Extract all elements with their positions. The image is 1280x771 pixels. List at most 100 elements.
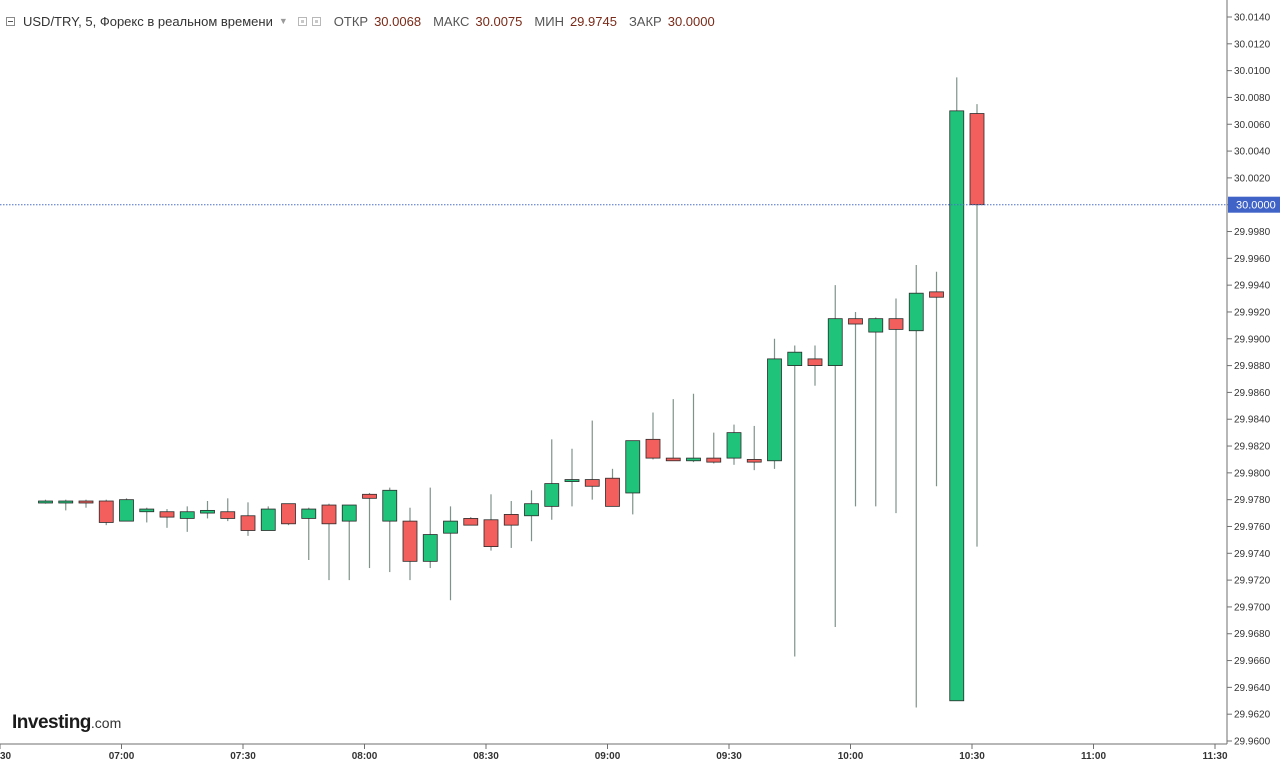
candle-body-09:55[interactable] [827, 318, 843, 366]
candle-body-08:10[interactable] [402, 520, 418, 562]
x-tick-label: 09:30 [716, 751, 742, 762]
y-tick-label: 29.9920 [1234, 307, 1271, 318]
chart-title: USD/TRY, 5, Форекс в реальном времени [23, 13, 273, 29]
x-tick-label: 10:30 [959, 751, 985, 762]
y-tick-label: 30.0060 [1234, 120, 1271, 131]
y-tick-label: 29.9620 [1234, 710, 1271, 721]
y-tick-label: 30.0020 [1234, 173, 1271, 184]
candle-body-07:55[interactable] [341, 504, 357, 522]
candle-body-08:50[interactable] [564, 479, 580, 482]
candle-body-10:25[interactable] [949, 110, 965, 702]
last-price-tag-label: 30.0000 [1236, 200, 1276, 212]
candle-body-08:45[interactable] [544, 483, 560, 507]
y-tick-label: 30.0040 [1234, 147, 1271, 158]
candle-body-08:25[interactable] [463, 518, 479, 526]
y-tick-label: 30.0100 [1234, 66, 1271, 77]
chart-legend: USD/TRY, 5, Форекс в реальном времени ▼ … [6, 12, 715, 30]
candle-body-07:35[interactable] [260, 508, 276, 531]
last-price-tag [1228, 196, 1280, 213]
y-tick-label: 29.9820 [1234, 442, 1271, 453]
y-tick-label: 30.0120 [1234, 39, 1271, 50]
x-tick-label: 10:00 [838, 751, 864, 762]
candle-body-08:35[interactable] [503, 514, 519, 526]
logo-main: Investing [12, 712, 91, 733]
candle-body-09:15[interactable] [665, 457, 681, 462]
candle-body-09:00[interactable] [605, 477, 620, 507]
open-value: 30.0068 [374, 13, 422, 29]
x-tick-label: 11:00 [1081, 751, 1106, 762]
candle-body-06:55[interactable] [98, 500, 114, 523]
y-tick-label: 30.0080 [1234, 93, 1271, 104]
candle-body-09:40[interactable] [767, 358, 782, 462]
candle-body-09:10[interactable] [645, 438, 661, 459]
high-label: МАКС [433, 13, 470, 29]
candle-body-09:20[interactable] [686, 457, 701, 462]
y-tick-label: 29.9680 [1234, 629, 1271, 640]
y-tick-label: 29.9760 [1234, 522, 1271, 533]
caret-down-icon[interactable]: ▼ [278, 16, 288, 26]
x-tick-label: 11:30 [1202, 751, 1227, 762]
y-tick-label: 29.9900 [1234, 334, 1271, 345]
hide-icon[interactable] [311, 16, 321, 26]
candle-body-10:05[interactable] [868, 318, 884, 333]
y-tick-label: 29.9980 [1234, 227, 1271, 238]
candle-body-07:20[interactable] [200, 509, 215, 514]
low-label: МИН [534, 13, 564, 29]
candle-body-06:50[interactable] [78, 500, 94, 504]
close-value: 30.0000 [667, 13, 715, 29]
candle-body-10:30[interactable] [969, 113, 985, 206]
candle-body-07:40[interactable] [281, 503, 296, 525]
candle-body-09:05[interactable] [625, 440, 641, 494]
candle-body-06:45[interactable] [58, 500, 74, 504]
y-tick-label: 29.9940 [1234, 281, 1271, 292]
x-tick-label: 08:30 [473, 751, 499, 762]
candle-body-07:50[interactable] [321, 504, 337, 525]
y-tick-label: 29.9600 [1234, 737, 1271, 748]
y-tick-label: 30.0140 [1234, 13, 1271, 24]
candle-body-10:00[interactable] [848, 318, 863, 325]
candle-body-09:35[interactable] [746, 459, 762, 463]
y-tick-label: 29.9800 [1234, 468, 1271, 479]
candle-body-10:20[interactable] [929, 291, 944, 298]
low-value: 29.9745 [569, 13, 617, 29]
y-tick-label: 29.9860 [1234, 388, 1271, 399]
y-tick-label: 29.9700 [1234, 602, 1271, 613]
candle-body-08:40[interactable] [524, 503, 539, 517]
candle-body-09:25[interactable] [706, 457, 722, 463]
x-tick-label: 07:30 [230, 751, 256, 762]
open-label: ОТКР [333, 13, 369, 29]
candle-body-07:10[interactable] [159, 511, 175, 518]
y-tick-label: 29.9780 [1234, 495, 1271, 506]
logo-suffix: .com [90, 715, 122, 731]
x-tick-label: 07:00 [109, 751, 135, 762]
candle-body-06:40[interactable] [38, 500, 53, 504]
candle-body-08:55[interactable] [584, 479, 600, 487]
candle-body-09:30[interactable] [726, 432, 742, 459]
candle-body-07:05[interactable] [139, 508, 155, 513]
y-tick-label: 29.9880 [1234, 361, 1271, 372]
candle-body-09:50[interactable] [807, 358, 823, 366]
candle-body-07:45[interactable] [301, 508, 317, 519]
y-tick-label: 29.9740 [1234, 549, 1271, 560]
candle-body-08:05[interactable] [382, 489, 398, 522]
candle-body-08:00[interactable] [362, 493, 377, 499]
x-tick-label: 08:00 [352, 751, 378, 762]
candle-body-09:45[interactable] [787, 351, 803, 366]
candle-body-10:10[interactable] [888, 318, 904, 330]
candle-body-07:00[interactable] [119, 499, 134, 522]
settings-icon[interactable] [297, 16, 307, 26]
candle-body-08:30[interactable] [483, 519, 499, 547]
candle-body-10:15[interactable] [908, 292, 924, 332]
candle-body-08:15[interactable] [422, 534, 438, 562]
candle-body-07:30[interactable] [240, 515, 256, 531]
candle-body-07:25[interactable] [220, 511, 236, 519]
collapse-legend-icon[interactable] [6, 16, 15, 26]
y-tick-label: 29.9720 [1234, 576, 1271, 587]
candle-body-07:15[interactable] [179, 511, 195, 519]
x-tick-label: 09:00 [595, 751, 621, 762]
x-tick-label: 30 [0, 751, 12, 762]
candle-body-08:20[interactable] [443, 520, 458, 534]
y-tick-label: 29.9640 [1234, 683, 1271, 694]
